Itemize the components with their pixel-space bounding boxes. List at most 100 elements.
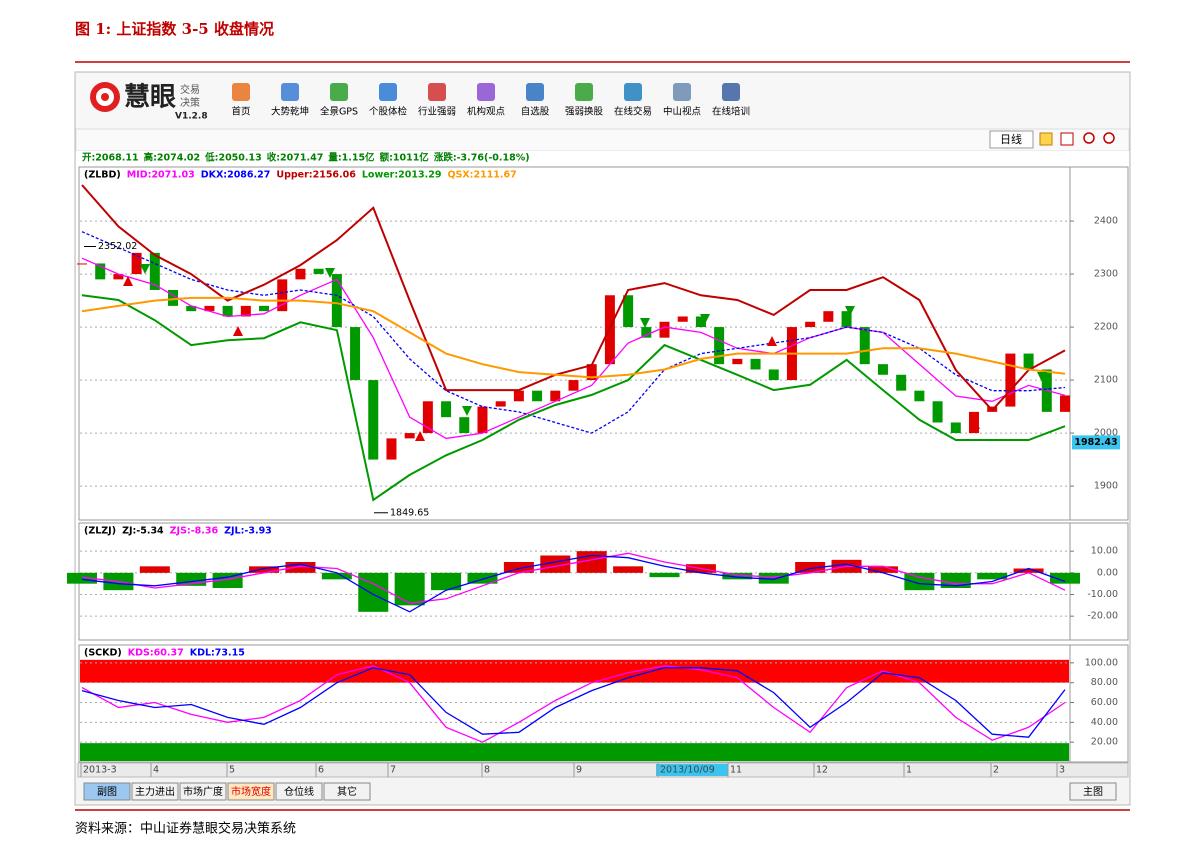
tab-label[interactable]: 主力进出 bbox=[135, 785, 175, 798]
bar bbox=[904, 572, 935, 591]
tab-label[interactable]: 副图 bbox=[97, 786, 117, 798]
logo: 慧眼 bbox=[124, 83, 176, 113]
candle bbox=[1060, 395, 1070, 412]
legend-entry: ZJL:-3.93 bbox=[224, 526, 272, 537]
annotation: 1849.65 bbox=[390, 507, 429, 518]
source: 资料来源：中山证券慧眼交易决策系统 bbox=[75, 821, 296, 837]
period-button[interactable] bbox=[989, 130, 1034, 149]
toolbar-icon[interactable] bbox=[477, 83, 495, 101]
toolbar-icon[interactable] bbox=[575, 83, 593, 101]
bar bbox=[467, 572, 498, 584]
legend-entry: Lower:2013.29 bbox=[362, 170, 442, 181]
candle bbox=[95, 263, 106, 280]
candle bbox=[368, 380, 379, 460]
x-tick-label: 1 bbox=[906, 765, 912, 776]
toolbar-label[interactable]: 大势乾坤 bbox=[271, 106, 309, 118]
candle bbox=[422, 401, 433, 434]
signal bbox=[700, 314, 710, 324]
tab[interactable] bbox=[227, 782, 275, 801]
tab[interactable] bbox=[323, 782, 371, 801]
candle bbox=[295, 268, 306, 280]
toolbar-label[interactable]: 在线交易 bbox=[614, 106, 652, 118]
toolbar-label[interactable]: 全景GPS bbox=[320, 106, 358, 118]
signal bbox=[123, 276, 133, 286]
toolbar-icon[interactable] bbox=[624, 83, 642, 101]
figure-title: 图 1: 上证指数 3-5 收盘情况 bbox=[75, 20, 274, 38]
y-tick-label: 0.00 bbox=[1097, 567, 1118, 578]
legend-entry: DKX:2086.27 bbox=[201, 170, 271, 181]
tool-icon[interactable] bbox=[1060, 132, 1074, 146]
tab-label[interactable]: 仓位线 bbox=[284, 785, 314, 798]
candle bbox=[77, 263, 87, 265]
tab[interactable] bbox=[179, 782, 227, 801]
toolbar-icon[interactable] bbox=[330, 83, 348, 101]
candle bbox=[513, 390, 524, 402]
toolbar-icon[interactable] bbox=[673, 83, 691, 101]
y-tick-label: 60.00 bbox=[1091, 697, 1118, 708]
quote-item: 收:2071.47 bbox=[267, 152, 324, 164]
tab-label[interactable]: 主图 bbox=[1083, 786, 1103, 798]
toolbar-label[interactable]: 强弱换股 bbox=[565, 106, 604, 118]
tab[interactable] bbox=[131, 782, 179, 801]
tab[interactable] bbox=[83, 782, 131, 801]
tab[interactable] bbox=[1069, 782, 1117, 801]
tab-label[interactable]: 市场宽度 bbox=[231, 785, 271, 798]
candle bbox=[313, 268, 324, 275]
toolbar-icon[interactable] bbox=[281, 83, 299, 101]
candle bbox=[1023, 353, 1034, 370]
logo-icon bbox=[101, 93, 109, 101]
candle bbox=[204, 305, 215, 312]
candle bbox=[768, 369, 779, 381]
zoom-in[interactable] bbox=[1083, 132, 1095, 144]
y-tick-label: 2400 bbox=[1094, 216, 1118, 227]
signal bbox=[1037, 372, 1047, 382]
candle bbox=[277, 279, 288, 312]
cursor-label: 1982.43 bbox=[1074, 437, 1117, 448]
x-tick-label: 12 bbox=[816, 765, 828, 776]
toolbar-label[interactable]: 机构观点 bbox=[467, 106, 506, 118]
tool-icon[interactable] bbox=[1039, 132, 1053, 146]
candle bbox=[149, 252, 160, 290]
bar bbox=[431, 572, 462, 591]
candle bbox=[331, 274, 342, 328]
quote-line: 开:2068.11 高:2074.02 低:2050.13 收:2071.47 量:1.… bbox=[82, 152, 530, 164]
toolbar-icon[interactable] bbox=[526, 83, 544, 101]
bar bbox=[795, 562, 826, 573]
y-tick-label: 1900 bbox=[1094, 481, 1118, 492]
y-tick-label: 10.00 bbox=[1091, 546, 1118, 557]
series-line bbox=[81, 552, 1066, 604]
candle bbox=[695, 316, 706, 328]
toolbar-label[interactable]: 首页 bbox=[231, 106, 250, 118]
candle bbox=[168, 289, 179, 306]
toolbar-icon[interactable] bbox=[428, 83, 446, 101]
tab-label[interactable]: 其它 bbox=[337, 785, 357, 798]
band bbox=[80, 743, 1069, 761]
toolbar-label[interactable]: 个股体检 bbox=[369, 106, 408, 118]
candle bbox=[823, 311, 834, 322]
toolbar-icon[interactable] bbox=[232, 83, 250, 101]
candle bbox=[550, 390, 561, 402]
signal bbox=[462, 406, 472, 416]
legend-entry: ZJ:-5.34 bbox=[122, 526, 164, 537]
signal bbox=[233, 326, 243, 336]
logo-sub: 交易 bbox=[180, 83, 200, 96]
candle bbox=[896, 374, 907, 391]
tab[interactable] bbox=[275, 782, 323, 801]
subbar bbox=[75, 128, 1130, 152]
candle bbox=[841, 311, 852, 328]
tab-label[interactable]: 市场广度 bbox=[183, 785, 223, 798]
signal bbox=[845, 306, 855, 316]
toolbar-icon[interactable] bbox=[379, 83, 397, 101]
signal bbox=[140, 264, 150, 274]
candle bbox=[914, 390, 925, 402]
y-tick-label: -10.00 bbox=[1087, 589, 1118, 600]
candle bbox=[459, 417, 470, 434]
toolbar-label[interactable]: 行业强弱 bbox=[418, 106, 456, 118]
toolbar-label[interactable]: 中山视点 bbox=[663, 106, 702, 118]
candle bbox=[586, 364, 597, 381]
toolbar-icon[interactable] bbox=[722, 83, 740, 101]
toolbar-label[interactable]: 在线培训 bbox=[712, 106, 750, 118]
toolbar-label[interactable]: 自选股 bbox=[521, 106, 550, 118]
zoom-out[interactable] bbox=[1103, 132, 1115, 144]
